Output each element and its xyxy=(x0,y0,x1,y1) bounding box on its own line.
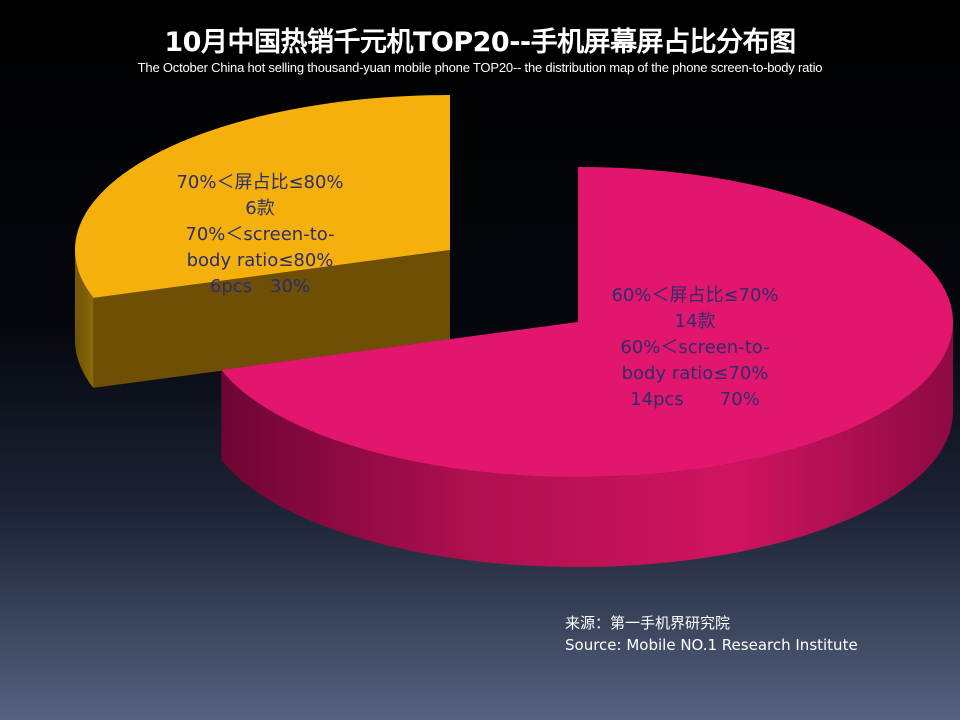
slice-label-60-70: 60%＜屏占比≤70% 14款 60%＜screen-to- body rati… xyxy=(585,283,805,413)
pie-slice-0 xyxy=(221,166,954,567)
slice-label-line: 70%＜screen-to- xyxy=(185,224,335,245)
slice-label-line: 70%＜屏占比≤80% xyxy=(176,172,344,193)
chart-subtitle: The October China hot selling thousand-y… xyxy=(137,60,823,75)
chart-title: 10月中国热销千元机TOP20--手机屏幕屏占比分布图 xyxy=(164,27,796,58)
slice-label-line: 14款 xyxy=(674,311,716,332)
slice-label-line: 6pcs 30% xyxy=(209,276,311,297)
source-line-cn: 来源：第一手机界研究院 xyxy=(565,614,731,632)
slice-top-0 xyxy=(221,166,954,477)
source-line-en: Source: Mobile NO.1 Research Institute xyxy=(565,636,858,654)
slice-label-line: body ratio≤80% xyxy=(186,250,334,271)
slice-label-line: 60%＜屏占比≤70% xyxy=(611,285,779,306)
pie-slice-1 xyxy=(75,95,451,388)
slice-label-line: 6款 xyxy=(245,198,275,219)
slice-label-line: body ratio≤70% xyxy=(621,363,769,384)
slice-wall-0 xyxy=(221,322,953,567)
slice-label-70-80: 70%＜屏占比≤80% 6款 70%＜screen-to- body ratio… xyxy=(160,170,360,300)
source-note: 来源：第一手机界研究院 Source: Mobile NO.1 Research… xyxy=(565,612,858,656)
slice-label-line: 60%＜screen-to- xyxy=(620,337,770,358)
slice-label-line: 14pcs 70% xyxy=(630,389,760,410)
slice-top-1 xyxy=(75,95,451,298)
slice-face-1-start xyxy=(93,250,451,388)
